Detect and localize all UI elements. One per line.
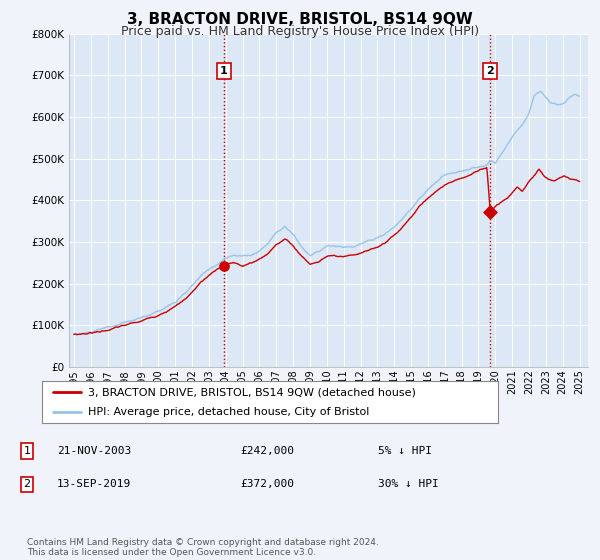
Text: 1: 1 (220, 66, 228, 76)
Text: Contains HM Land Registry data © Crown copyright and database right 2024.
This d: Contains HM Land Registry data © Crown c… (27, 538, 379, 557)
Text: Price paid vs. HM Land Registry's House Price Index (HPI): Price paid vs. HM Land Registry's House … (121, 25, 479, 38)
Point (485, 207, 495, 216)
Text: 30% ↓ HPI: 30% ↓ HPI (378, 479, 439, 489)
Text: HPI: Average price, detached house, City of Bristol: HPI: Average price, detached house, City… (88, 407, 369, 417)
Text: 2: 2 (23, 479, 31, 489)
Text: 1: 1 (23, 446, 31, 456)
Text: 3, BRACTON DRIVE, BRISTOL, BS14 9QW (detached house): 3, BRACTON DRIVE, BRISTOL, BS14 9QW (det… (88, 387, 415, 397)
Text: 3, BRACTON DRIVE, BRISTOL, BS14 9QW: 3, BRACTON DRIVE, BRISTOL, BS14 9QW (127, 12, 473, 27)
Text: £372,000: £372,000 (240, 479, 294, 489)
Text: 21-NOV-2003: 21-NOV-2003 (57, 446, 131, 456)
Text: 2: 2 (487, 66, 494, 76)
Point (219, 262, 229, 270)
Text: £242,000: £242,000 (240, 446, 294, 456)
Text: 5% ↓ HPI: 5% ↓ HPI (378, 446, 432, 456)
Text: 13-SEP-2019: 13-SEP-2019 (57, 479, 131, 489)
